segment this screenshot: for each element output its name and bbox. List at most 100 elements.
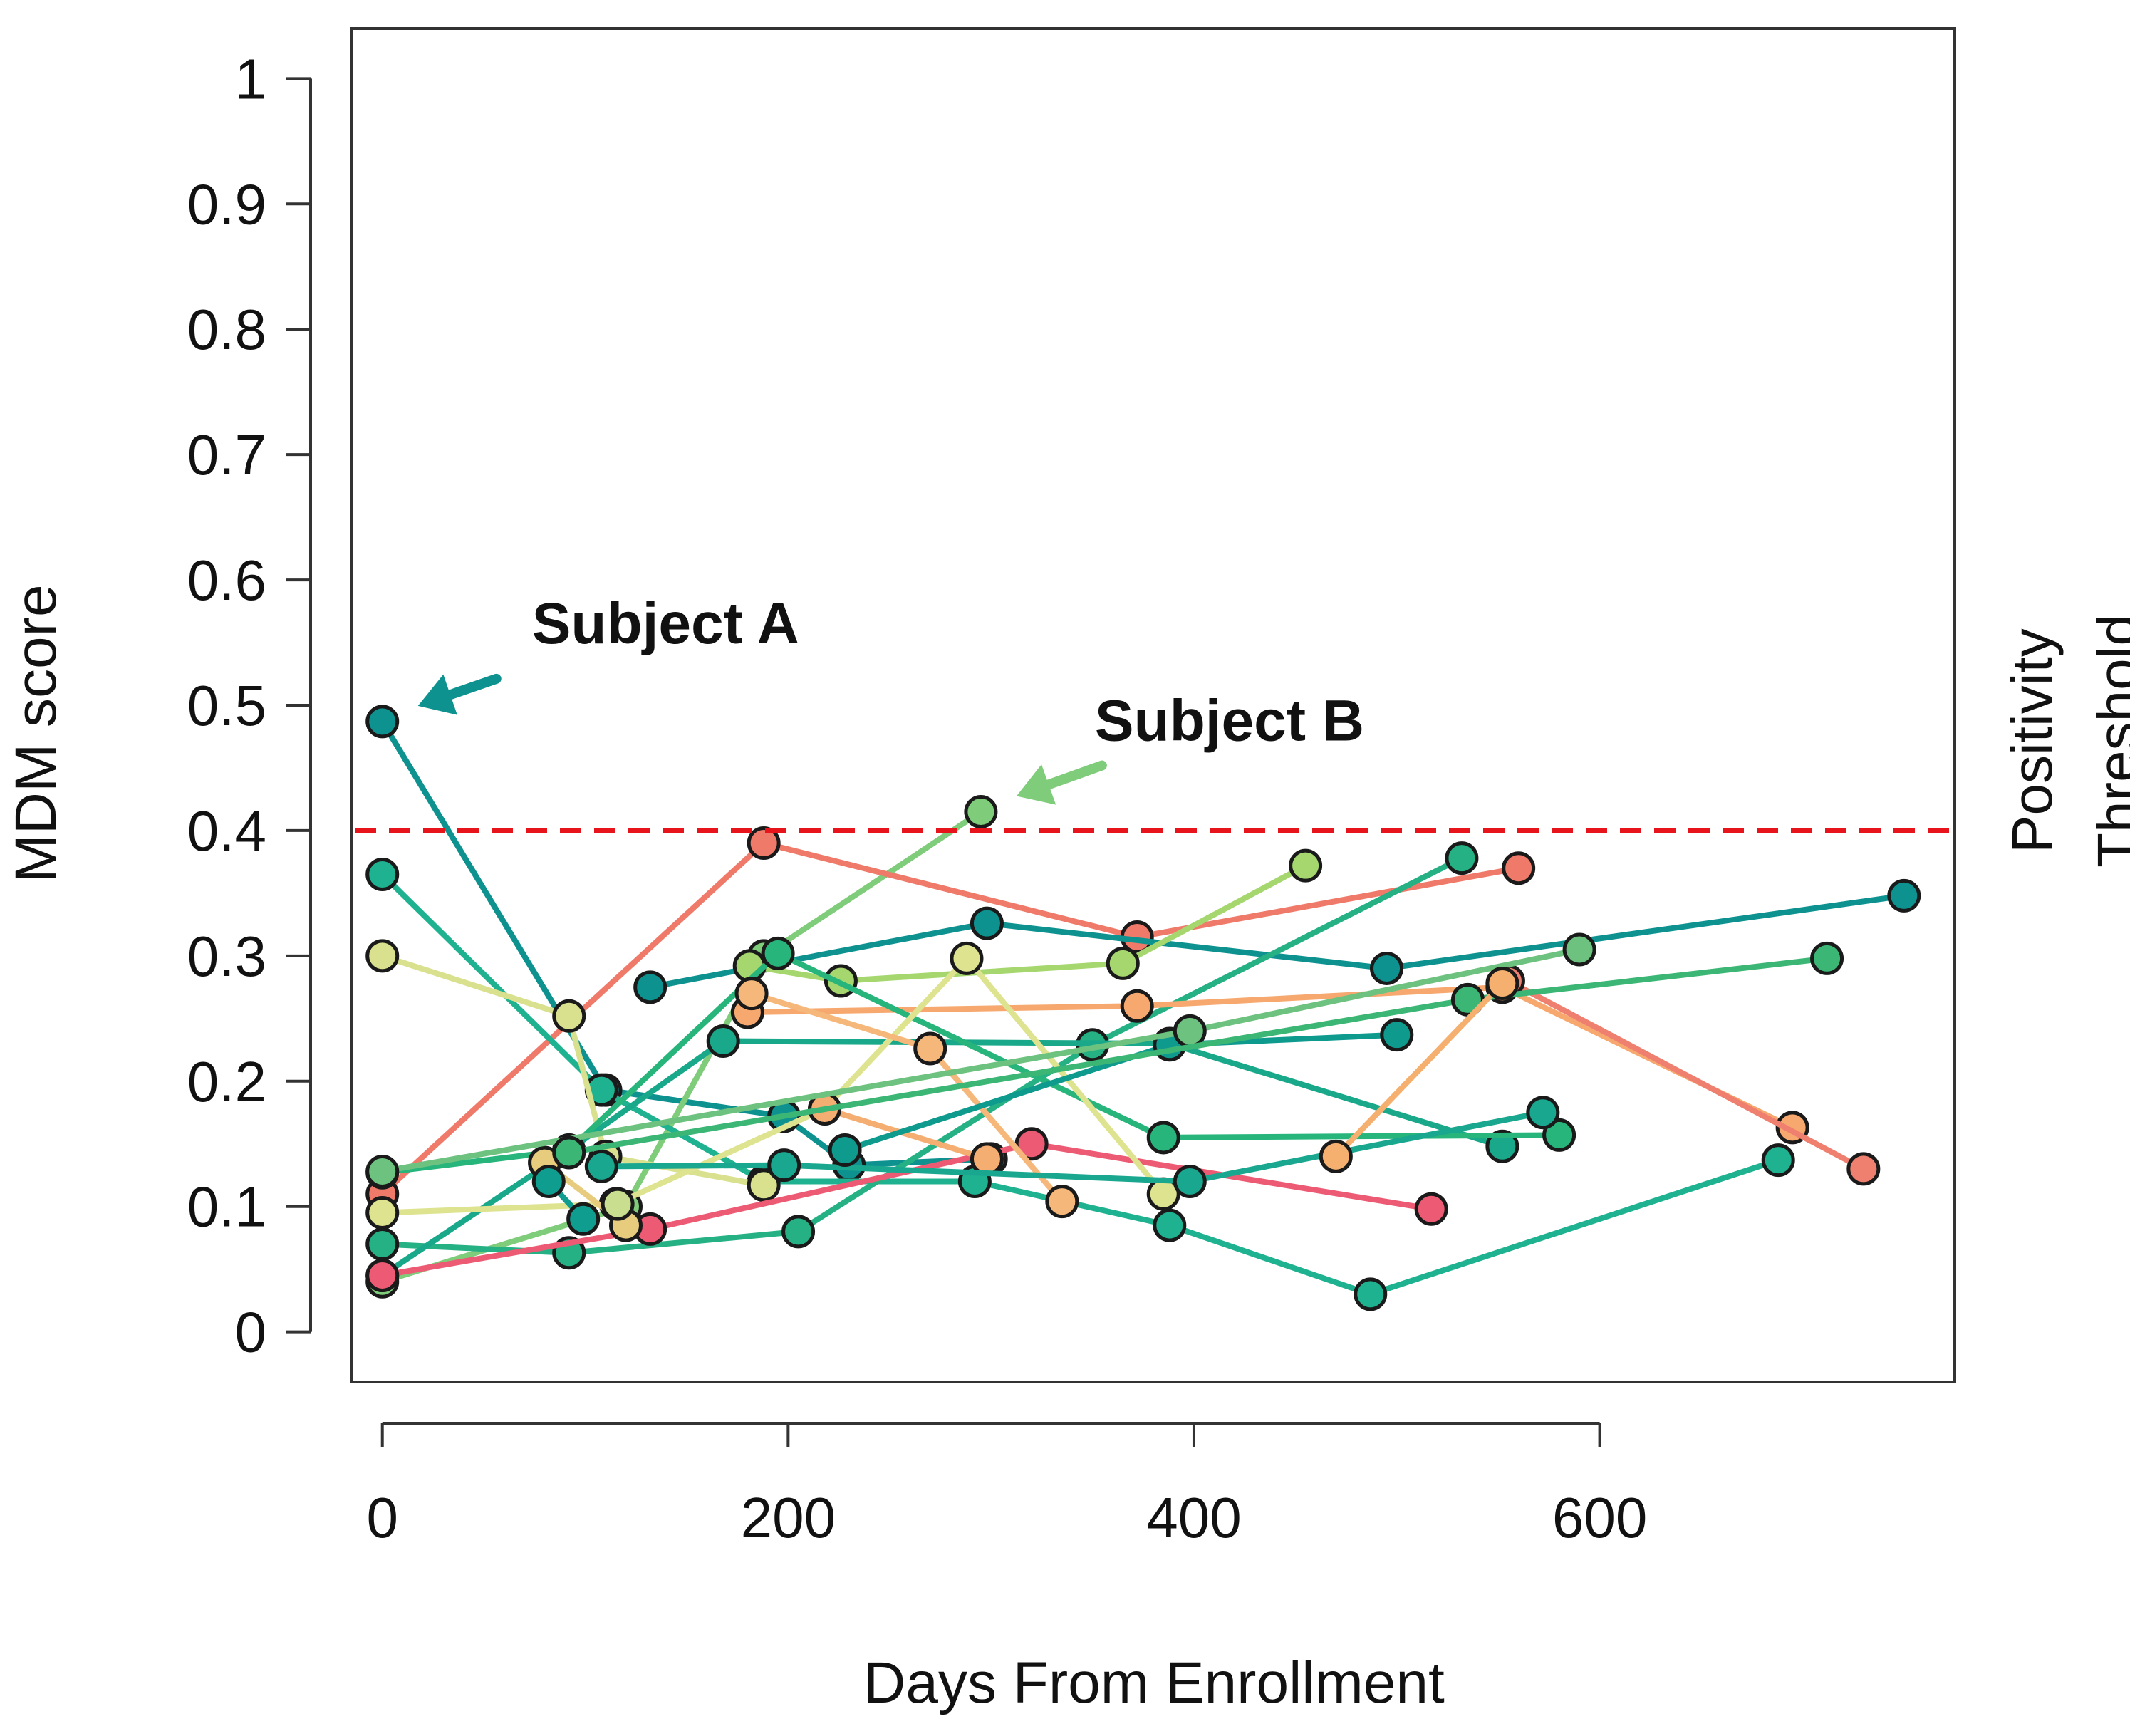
data-point xyxy=(1542,1118,1576,1152)
x-tick-label: 0 xyxy=(366,1486,398,1549)
y-tick-label: 0 xyxy=(235,1301,267,1364)
series-layer xyxy=(365,705,1921,1311)
x-tick-label: 200 xyxy=(741,1486,836,1549)
annotation-subject-b: Subject B xyxy=(1016,689,1364,805)
x-axis-title: Days From Enrollment xyxy=(863,1651,1445,1715)
y-tick-label: 1 xyxy=(235,47,267,110)
annotation-subject-a: Subject A xyxy=(417,591,799,715)
series-line xyxy=(1334,981,1505,1159)
data-point xyxy=(1414,1192,1448,1226)
data-point xyxy=(1445,841,1479,875)
data-point xyxy=(601,1187,635,1221)
data-point xyxy=(1485,967,1519,1001)
data-point xyxy=(1319,1139,1353,1173)
annotation-label: Subject A xyxy=(532,591,799,656)
data-point xyxy=(970,1142,1004,1176)
data-point xyxy=(552,999,586,1033)
data-point xyxy=(365,939,400,973)
data-point xyxy=(365,1154,400,1188)
annotation-arrow-shaft xyxy=(445,673,502,700)
data-point xyxy=(1045,1185,1079,1219)
x-tick-label: 600 xyxy=(1552,1486,1647,1549)
series-line xyxy=(382,1140,1432,1279)
series-s24 xyxy=(601,1187,635,1221)
y-tick-label: 0.3 xyxy=(187,925,266,988)
data-point xyxy=(1810,941,1844,975)
series-line xyxy=(1507,978,1865,1172)
annotation-arrow-head xyxy=(1016,764,1056,805)
y-tick-label: 0.7 xyxy=(187,423,266,487)
y-tick-label: 0.8 xyxy=(187,298,266,361)
data-point xyxy=(365,1258,400,1292)
data-point xyxy=(365,1196,400,1230)
data-point xyxy=(1887,878,1921,913)
data-point xyxy=(531,1165,566,1199)
data-point xyxy=(747,1168,781,1202)
data-point xyxy=(781,1215,816,1249)
series-line xyxy=(824,1106,988,1162)
series-s4 xyxy=(365,858,1795,1311)
y-tick-label: 0.2 xyxy=(187,1050,266,1113)
data-point xyxy=(1485,1129,1519,1163)
annotation-arrow-head xyxy=(417,674,457,715)
data-point xyxy=(761,936,795,970)
data-point xyxy=(1354,1277,1388,1311)
series-s18 xyxy=(584,1096,1560,1199)
annotation-label: Subject B xyxy=(1095,689,1364,754)
data-point xyxy=(706,1024,740,1058)
data-point xyxy=(1173,1165,1207,1199)
data-point xyxy=(365,1227,400,1261)
data-point xyxy=(747,826,781,861)
series-line xyxy=(649,893,1905,990)
data-point xyxy=(913,1031,947,1066)
data-point xyxy=(1014,1127,1049,1161)
data-point xyxy=(365,705,400,739)
data-point xyxy=(365,858,400,891)
data-point xyxy=(1526,1096,1560,1130)
series-s19 xyxy=(828,1018,1414,1168)
y-tick-label: 0.9 xyxy=(187,172,266,236)
data-point xyxy=(1106,946,1140,980)
data-point xyxy=(828,1133,862,1168)
threshold-label-line1: Positivity xyxy=(2000,628,2064,853)
data-point xyxy=(964,795,998,829)
series-s20 xyxy=(365,932,1596,1188)
series-s22 xyxy=(1319,967,1519,1173)
data-point xyxy=(1153,1208,1187,1242)
series-s23 xyxy=(531,1165,601,1236)
data-point xyxy=(584,1149,618,1183)
y-axis-title: MDM score xyxy=(4,584,68,883)
data-point xyxy=(950,941,984,975)
series-s6 xyxy=(633,878,1921,1004)
series-s15 xyxy=(734,977,1079,1219)
data-point xyxy=(1146,1121,1180,1155)
annotation-layer: Subject A Subject B xyxy=(417,591,1364,805)
series-line xyxy=(381,809,983,1285)
data-point xyxy=(1370,951,1404,985)
threshold-label: Positivity Threshold xyxy=(2000,614,2130,868)
y-tick-label: 0.4 xyxy=(187,799,266,863)
data-point xyxy=(734,977,769,1011)
data-point xyxy=(1846,1152,1881,1186)
data-point xyxy=(1761,1143,1795,1178)
series-line xyxy=(749,863,1307,984)
data-point xyxy=(552,1135,586,1170)
annotation-arrow-shaft xyxy=(1044,760,1107,790)
y-tick-label: 0.5 xyxy=(187,674,266,737)
series-s11 xyxy=(365,1127,1448,1292)
x-tick-label: 400 xyxy=(1146,1486,1241,1549)
y-tick-label: 0.1 xyxy=(187,1175,266,1239)
data-point xyxy=(767,1148,801,1183)
data-point xyxy=(1120,989,1154,1023)
series-line xyxy=(601,1109,1544,1185)
data-point xyxy=(970,906,1004,940)
data-point xyxy=(1502,851,1536,885)
y-tick-label: 0.6 xyxy=(187,549,266,612)
y-axis: 0 0.1 0.2 0.3 0.4 0.5 0.6 0.7 0.8 0.9 1 xyxy=(187,47,312,1364)
data-point xyxy=(1562,932,1596,967)
data-point xyxy=(1380,1018,1414,1052)
data-point xyxy=(566,1202,601,1236)
data-point xyxy=(1289,848,1323,883)
threshold-label-line2: Threshold xyxy=(2086,614,2130,868)
